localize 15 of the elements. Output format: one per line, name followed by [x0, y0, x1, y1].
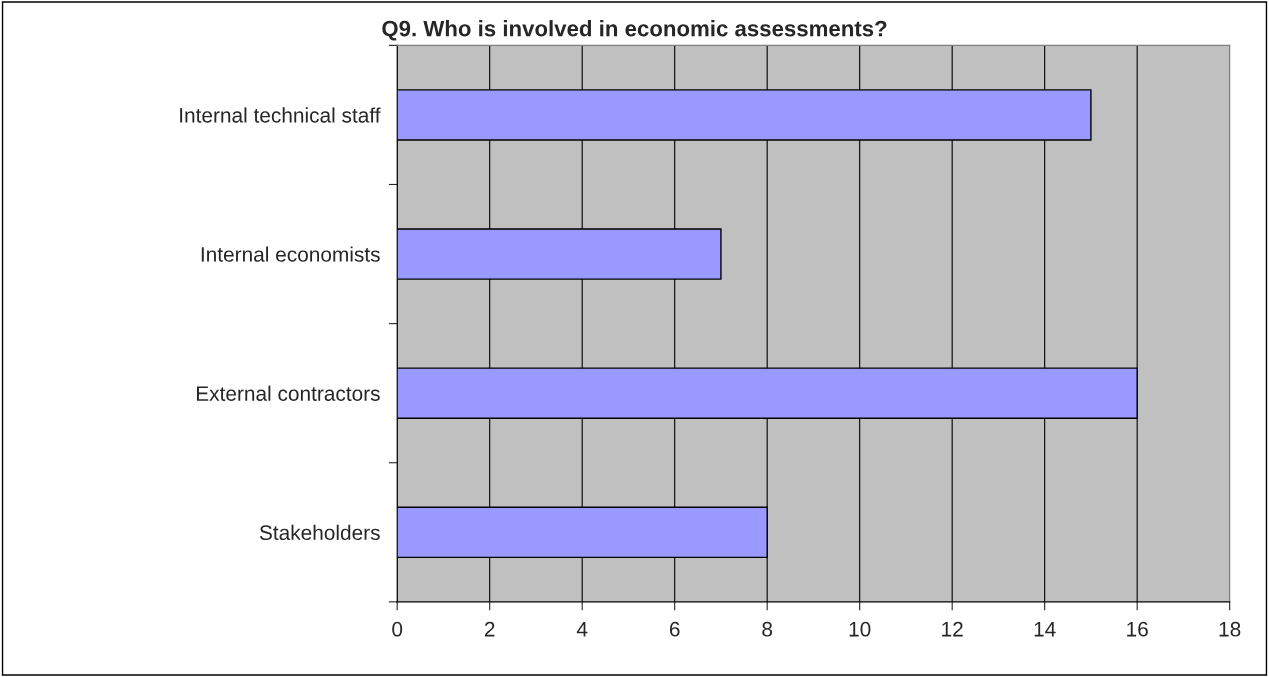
x-tick-label: 10 — [849, 621, 871, 637]
x-tick-label: 6 — [669, 621, 680, 637]
x-tick-label: 4 — [576, 622, 588, 637]
y-tick-label: Internal economists — [201, 246, 380, 262]
x-tick-label: 16 — [1127, 621, 1148, 637]
y-tick-label: Stakeholders — [259, 524, 380, 541]
x-tick-label: 8 — [762, 621, 773, 637]
y-tick-label: External contractors — [196, 385, 380, 401]
x-tick-label: 0 — [392, 621, 403, 637]
x-tick-label: 18 — [1219, 621, 1241, 637]
x-tick-label: 2 — [484, 621, 495, 637]
x-tick-label: 14 — [1034, 622, 1056, 637]
chart-title: Q9. Who is involved in economic assessments? — [382, 20, 887, 41]
x-tick-label: 12 — [942, 621, 963, 637]
y-tick-label: Internal technical staff — [180, 107, 381, 123]
